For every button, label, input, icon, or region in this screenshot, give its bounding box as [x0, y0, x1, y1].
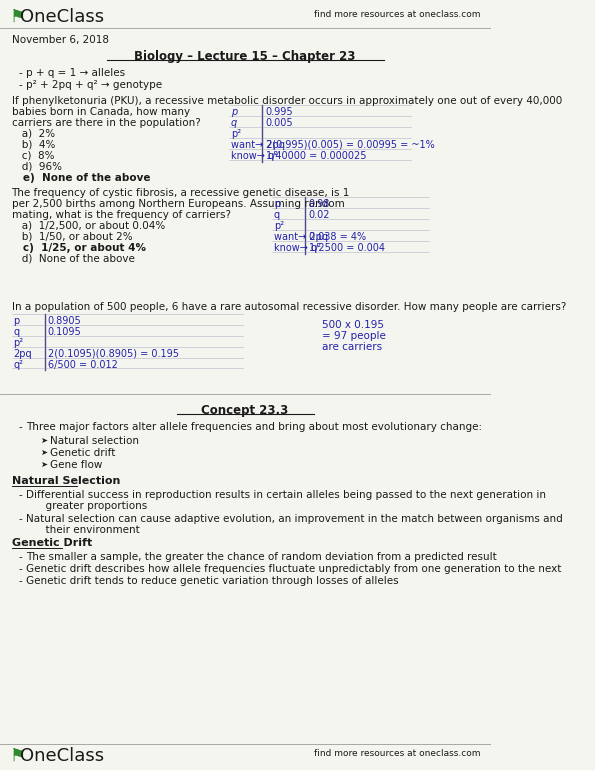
Text: p: p — [231, 107, 237, 117]
Text: ⚑: ⚑ — [10, 747, 26, 765]
Text: Three major factors alter allele frequencies and bring about most evolutionary c: Three major factors alter allele frequen… — [26, 423, 483, 433]
Text: c)  1/25, or about 4%: c) 1/25, or about 4% — [11, 243, 146, 253]
Text: -: - — [18, 514, 22, 524]
Text: 0.02: 0.02 — [309, 209, 330, 219]
Text: Genetic drift: Genetic drift — [49, 448, 115, 458]
Text: -: - — [18, 490, 22, 500]
Text: are carriers: are carriers — [322, 342, 382, 352]
Text: In a population of 500 people, 6 have a rare autosomal recessive disorder. How m: In a population of 500 people, 6 have a … — [11, 302, 566, 312]
Text: know→ q²: know→ q² — [231, 151, 278, 161]
Text: -: - — [18, 552, 22, 562]
Text: -: - — [18, 564, 22, 574]
Text: OneClass: OneClass — [20, 747, 104, 765]
Text: a)  2%: a) 2% — [11, 129, 55, 139]
Text: Gene flow: Gene flow — [49, 460, 102, 470]
Text: find more resources at oneclass.com: find more resources at oneclass.com — [315, 749, 481, 758]
Text: p²: p² — [231, 129, 241, 139]
Text: = 97 people: = 97 people — [322, 330, 386, 340]
Text: 500 x 0.195: 500 x 0.195 — [322, 320, 384, 330]
Text: 2(0.1095)(0.8905) = 0.195: 2(0.1095)(0.8905) = 0.195 — [48, 349, 179, 359]
Text: ➤: ➤ — [40, 437, 46, 445]
Text: q²: q² — [13, 360, 23, 370]
Text: mating, what is the frequency of carriers?: mating, what is the frequency of carrier… — [11, 209, 230, 219]
Text: want→ 2pq: want→ 2pq — [274, 232, 328, 242]
Text: their environment: their environment — [26, 525, 140, 535]
Text: November 6, 2018: November 6, 2018 — [11, 35, 108, 45]
Text: 2pq: 2pq — [13, 349, 32, 359]
Text: 6/500 = 0.012: 6/500 = 0.012 — [48, 360, 118, 370]
Text: know→ q²: know→ q² — [274, 243, 321, 253]
Text: Natural Selection: Natural Selection — [11, 477, 120, 487]
Text: c)  8%: c) 8% — [11, 151, 54, 161]
Text: The frequency of cystic fibrosis, a recessive genetic disease, is 1: The frequency of cystic fibrosis, a rece… — [11, 188, 350, 198]
Text: 0.98: 0.98 — [309, 199, 330, 209]
Text: 0.038 = 4%: 0.038 = 4% — [309, 232, 366, 242]
Text: per 2,500 births among Northern Europeans. Assuming random: per 2,500 births among Northern European… — [11, 199, 345, 209]
Text: want→ 2pq: want→ 2pq — [231, 140, 285, 150]
Text: d)  96%: d) 96% — [11, 162, 61, 172]
Text: 0.1095: 0.1095 — [48, 326, 82, 336]
Text: b)  4%: b) 4% — [11, 140, 55, 150]
Text: -: - — [18, 576, 22, 586]
Text: Natural selection can cause adaptive evolution, an improvement in the match betw: Natural selection can cause adaptive evo… — [26, 514, 563, 524]
Text: ➤: ➤ — [40, 448, 46, 457]
Text: -: - — [18, 80, 22, 90]
Text: b)  1/50, or about 2%: b) 1/50, or about 2% — [11, 232, 132, 242]
Text: greater proportions: greater proportions — [26, 501, 148, 511]
Text: OneClass: OneClass — [20, 8, 104, 26]
Text: 1/40000 = 0.000025: 1/40000 = 0.000025 — [265, 151, 366, 161]
Text: p²: p² — [13, 337, 23, 347]
Text: 2(0.995)(0.005) = 0.00995 = ~1%: 2(0.995)(0.005) = 0.00995 = ~1% — [265, 140, 434, 150]
Text: find more resources at oneclass.com: find more resources at oneclass.com — [315, 10, 481, 19]
Text: q: q — [274, 209, 280, 219]
Text: The smaller a sample, the greater the chance of random deviation from a predicte: The smaller a sample, the greater the ch… — [26, 552, 497, 562]
Text: Genetic Drift: Genetic Drift — [11, 538, 92, 548]
Text: p²: p² — [274, 221, 284, 231]
Text: 1/2500 = 0.004: 1/2500 = 0.004 — [309, 243, 384, 253]
Text: -: - — [18, 68, 22, 78]
Text: e)  None of the above: e) None of the above — [11, 172, 150, 182]
Text: p: p — [13, 316, 20, 326]
Text: Natural selection: Natural selection — [49, 437, 139, 447]
Text: Concept 23.3: Concept 23.3 — [202, 404, 289, 417]
Text: q: q — [231, 118, 237, 128]
Text: ⚑: ⚑ — [10, 8, 26, 26]
Text: a)  1/2,500, or about 0.04%: a) 1/2,500, or about 0.04% — [11, 221, 165, 231]
Text: ➤: ➤ — [40, 460, 46, 470]
Text: -: - — [18, 423, 22, 433]
Text: p² + 2pq + q² → genotype: p² + 2pq + q² → genotype — [26, 80, 162, 90]
Text: Biology – Lecture 15 – Chapter 23: Biology – Lecture 15 – Chapter 23 — [134, 50, 356, 63]
Text: 0.005: 0.005 — [265, 118, 293, 128]
Text: 0.995: 0.995 — [265, 107, 293, 117]
Text: Genetic drift tends to reduce genetic variation through losses of alleles: Genetic drift tends to reduce genetic va… — [26, 576, 399, 586]
Text: 0.8905: 0.8905 — [48, 316, 82, 326]
Text: If phenylketonuria (PKU), a recessive metabolic disorder occurs in approximately: If phenylketonuria (PKU), a recessive me… — [11, 96, 562, 105]
Text: p: p — [274, 199, 280, 209]
Text: carriers are there in the population?: carriers are there in the population? — [11, 118, 201, 128]
Text: Genetic drift describes how allele frequencies fluctuate unpredictably from one : Genetic drift describes how allele frequ… — [26, 564, 562, 574]
Text: q: q — [13, 326, 19, 336]
Text: p + q = 1 → alleles: p + q = 1 → alleles — [26, 68, 126, 78]
Text: Differential success in reproduction results in certain alleles being passed to : Differential success in reproduction res… — [26, 490, 546, 500]
Text: babies born in Canada, how many: babies born in Canada, how many — [11, 107, 190, 117]
Text: d)  None of the above: d) None of the above — [11, 253, 134, 263]
